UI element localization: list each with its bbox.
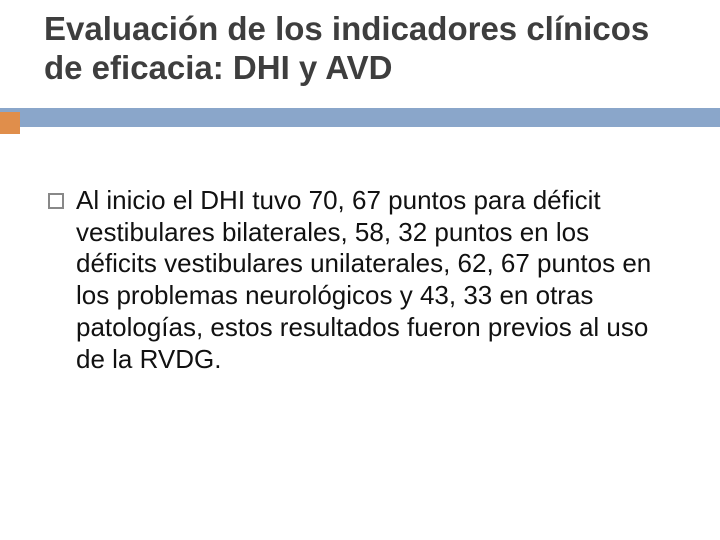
slide-title: Evaluación de los indicadores clínicos d… [44, 10, 676, 88]
body-area: Al inicio el DHI tuvo 70, 67 puntos para… [48, 185, 672, 375]
accent-bar [0, 108, 720, 127]
accent-square [0, 112, 20, 134]
title-area: Evaluación de los indicadores clínicos d… [0, 0, 720, 88]
body-text: Al inicio el DHI tuvo 70, 67 puntos para… [76, 185, 672, 375]
bullet-marker-icon [48, 193, 64, 209]
slide: Evaluación de los indicadores clínicos d… [0, 0, 720, 540]
bullet-item: Al inicio el DHI tuvo 70, 67 puntos para… [48, 185, 672, 375]
accent-bars [0, 108, 720, 136]
